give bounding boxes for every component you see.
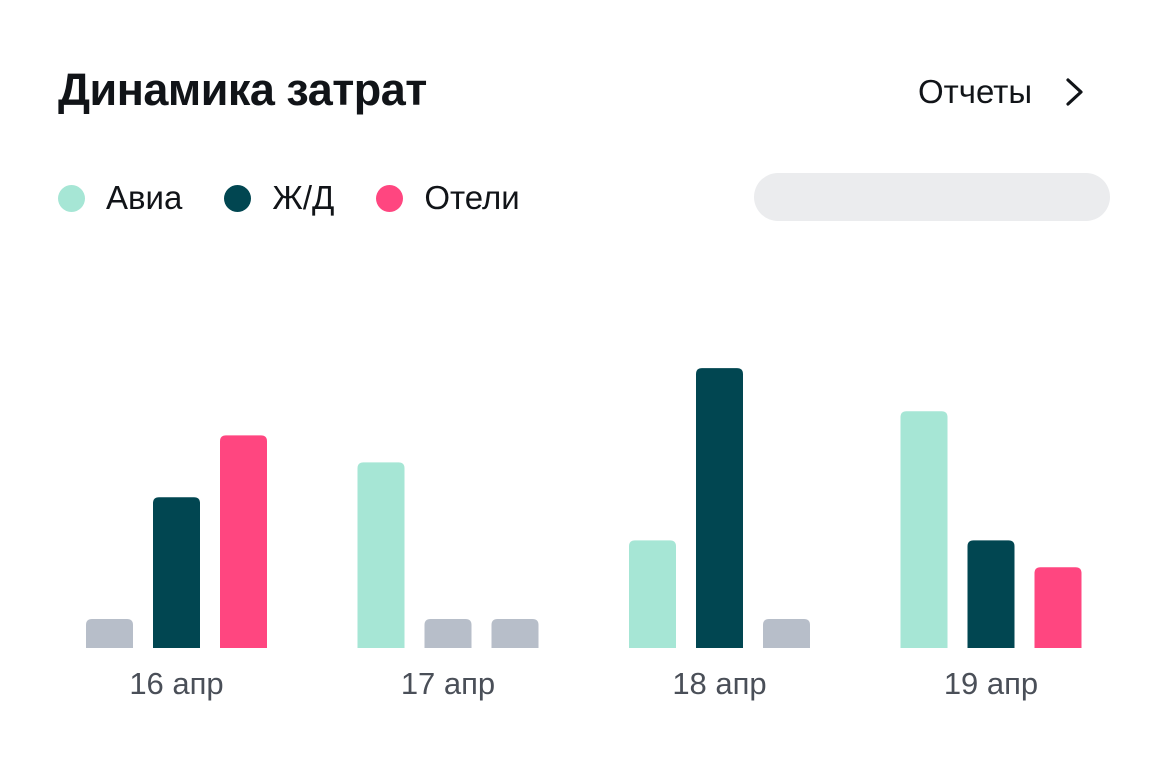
bar-18-апр-series-3-empty[interactable] [763,619,810,648]
bar-19-апр-series-1[interactable] [900,411,948,648]
x-tick-label: 18 апр [672,666,766,701]
legend-dot-rail [224,184,252,212]
legend-label-rail: Ж/Д [272,179,335,216]
period-selector-placeholder [754,173,1110,221]
legend-label-hotels: Отели [424,179,520,216]
legend-dot-hotels [376,184,404,212]
bar-16-апр-series-2[interactable] [153,497,200,648]
bar-17-апр-series-1[interactable] [357,462,405,648]
bar-17-апр-series-3-empty[interactable] [491,619,539,648]
bar-17-апр-series-2-empty[interactable] [424,619,472,648]
chart-title: Динамика затрат [58,64,427,115]
bar-16-апр-series-1-empty[interactable] [86,619,133,648]
bar-19-апр-series-2[interactable] [967,540,1015,648]
bar-18-апр-series-2[interactable] [696,368,743,648]
chart-legend: Авиа Ж/Д Отели [58,176,562,220]
legend-item-avia: Авиа [58,176,182,220]
bar-16-апр-series-3[interactable] [220,435,267,648]
chevron-right-icon [1062,70,1088,114]
bar-19-апр-series-3[interactable] [1034,567,1082,648]
legend-dot-avia [58,184,85,212]
x-tick-label: 16 апр [129,666,223,701]
x-tick-label: 19 апр [944,666,1038,701]
bar-18-апр-series-1[interactable] [629,540,676,648]
x-tick-label: 17 апр [401,666,495,701]
reports-link[interactable]: Отчеты [918,70,1088,114]
reports-link-label: Отчеты [918,73,1033,110]
legend-label-avia: Авиа [106,179,183,216]
legend-item-hotels: Отели [376,176,520,220]
legend-item-rail: Ж/Д [224,176,334,220]
